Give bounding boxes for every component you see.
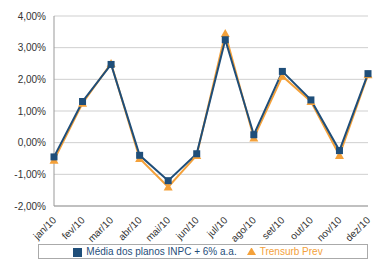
- svg-text:-2,00%: -2,00%: [14, 201, 46, 212]
- svg-text:jul/10: jul/10: [204, 214, 230, 240]
- svg-text:3,00%: 3,00%: [18, 42, 46, 53]
- svg-text:fev/10: fev/10: [60, 214, 87, 241]
- svg-text:ago/10: ago/10: [229, 214, 259, 244]
- svg-text:jun/10: jun/10: [173, 214, 201, 242]
- svg-text:2,00%: 2,00%: [18, 74, 46, 85]
- svg-text:jan/10: jan/10: [30, 214, 58, 242]
- svg-text:dez/10: dez/10: [343, 214, 372, 243]
- svg-text:set/10: set/10: [260, 214, 287, 241]
- svg-text:mar/10: mar/10: [86, 214, 116, 244]
- svg-text:4,00%: 4,00%: [18, 11, 46, 22]
- html-text:Trensurb Prev: Trensurb Prev: [259, 246, 323, 257]
- svg-text:out/10: out/10: [288, 214, 316, 242]
- svg-text:-1,00%: -1,00%: [14, 169, 46, 180]
- svg-text:1,00%: 1,00%: [18, 106, 46, 117]
- svg-text:nov/10: nov/10: [315, 214, 344, 243]
- html-text:Média dos planos INPC + 6% a.a: Média dos planos INPC + 6% a.a.: [86, 246, 237, 257]
- svg-text:abr/10: abr/10: [116, 214, 144, 242]
- svg-text:mai/10: mai/10: [143, 214, 172, 243]
- svg-text:0,00%: 0,00%: [18, 137, 46, 148]
